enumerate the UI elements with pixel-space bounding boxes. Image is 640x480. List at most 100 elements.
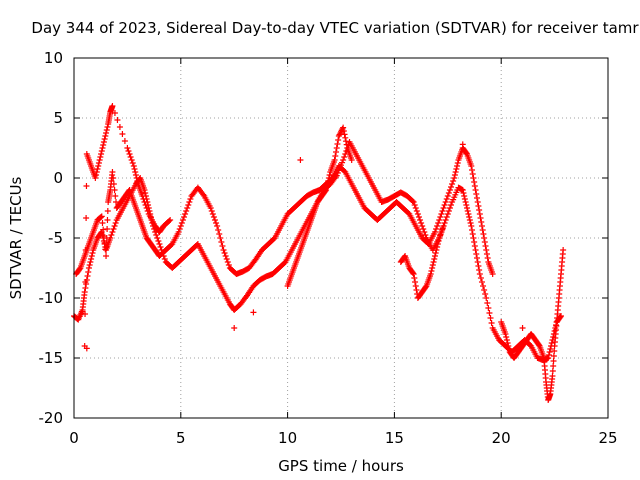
data-point <box>444 211 451 217</box>
data-point <box>103 235 110 241</box>
data-point <box>177 223 184 229</box>
data-point <box>130 163 137 169</box>
y-tick-label: 0 <box>53 169 63 187</box>
data-point <box>504 340 511 346</box>
data-point <box>409 270 416 276</box>
data-point <box>439 208 446 214</box>
data-point <box>472 247 479 253</box>
data-point <box>183 208 190 214</box>
y-tick-label: -10 <box>39 289 64 307</box>
data-point <box>473 195 480 201</box>
data-point <box>95 160 102 166</box>
data-point <box>126 151 133 157</box>
outlier-point <box>297 157 304 163</box>
data-point <box>110 226 117 232</box>
data-point <box>110 175 117 181</box>
data-point <box>451 175 458 181</box>
data-point <box>215 227 222 233</box>
data-point <box>216 231 223 237</box>
data-point <box>476 207 483 213</box>
data-point <box>334 141 341 147</box>
data-point <box>412 279 419 285</box>
data-point <box>217 235 224 241</box>
data-point <box>178 220 185 226</box>
data-point <box>210 214 217 220</box>
data-point <box>341 154 348 160</box>
x-tick-label: 25 <box>598 429 617 447</box>
data-point <box>125 148 132 154</box>
data-point <box>340 128 347 134</box>
data-point <box>121 138 128 144</box>
data-point <box>443 196 450 202</box>
data-point <box>101 136 108 142</box>
data-point <box>331 157 338 163</box>
data-point <box>332 153 339 159</box>
data-point <box>435 238 442 244</box>
data-point <box>412 205 419 211</box>
data-point <box>444 193 451 199</box>
data-point <box>546 349 553 355</box>
data-point <box>480 231 487 237</box>
data-point <box>446 187 453 193</box>
data-point <box>114 117 121 123</box>
data-point <box>468 223 475 229</box>
y-tick-label: -5 <box>48 229 63 247</box>
data-point <box>418 220 425 226</box>
data-point <box>502 331 509 337</box>
data-point <box>98 148 105 154</box>
outlier-point <box>83 345 90 352</box>
data-point <box>82 311 89 317</box>
data-point <box>109 103 116 109</box>
data-point <box>474 259 481 265</box>
data-point <box>323 184 330 190</box>
data-point <box>111 223 118 229</box>
x-tick-label: 10 <box>278 429 297 447</box>
data-point <box>185 202 192 208</box>
data-point <box>489 271 496 277</box>
data-point <box>441 202 448 208</box>
data-point <box>157 244 164 250</box>
data-point <box>104 226 111 232</box>
data-point <box>153 232 160 238</box>
data-point <box>411 275 418 281</box>
data-point <box>461 193 468 199</box>
data-point <box>104 217 111 223</box>
data-point <box>99 220 106 226</box>
data-point <box>480 283 487 289</box>
data-point <box>435 220 442 226</box>
data-point <box>341 131 348 138</box>
data-point <box>109 229 116 235</box>
data-point <box>87 259 94 265</box>
x-axis-label: GPS time / hours <box>278 457 404 475</box>
data-point <box>179 217 186 223</box>
data-point <box>452 169 459 175</box>
data-point <box>470 235 477 241</box>
data-point <box>143 205 150 211</box>
data-point <box>176 226 183 232</box>
data-point <box>473 255 480 261</box>
data-point <box>469 227 476 233</box>
data-point <box>487 315 494 321</box>
data-point <box>468 163 475 169</box>
data-point <box>324 181 331 187</box>
data-point <box>93 169 100 175</box>
data-point <box>112 220 119 226</box>
data-point <box>477 275 484 281</box>
data-point <box>184 205 191 211</box>
data-point <box>414 211 421 217</box>
data-point <box>410 199 417 205</box>
data-point <box>481 287 488 293</box>
data-point <box>505 343 512 349</box>
data-point <box>548 340 555 346</box>
data-point <box>109 169 116 175</box>
data-point <box>503 337 510 343</box>
data-point <box>112 193 119 199</box>
data-point <box>459 187 466 193</box>
data-point <box>166 218 173 224</box>
data-point <box>128 157 135 163</box>
data-point <box>475 203 482 209</box>
data-point <box>432 250 439 256</box>
data-point <box>469 171 476 177</box>
data-point <box>506 346 513 352</box>
data-point <box>411 202 418 208</box>
